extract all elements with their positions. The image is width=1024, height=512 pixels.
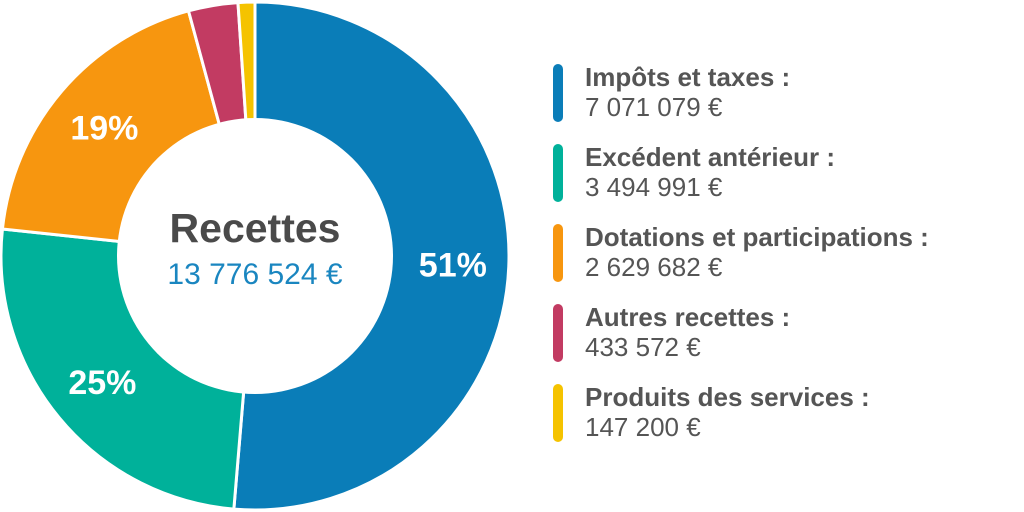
legend-swatch [553,64,563,122]
center-total: 13 776 524 € [167,258,342,291]
legend: Impôts et taxes : 7 071 079 € Excédent a… [553,62,1013,462]
legend-label: Dotations et participations : [585,222,929,252]
donut-hole [117,118,393,394]
legend-item-autres: Autres recettes : 433 572 € [553,302,1013,362]
legend-swatch [553,224,563,282]
percent-label-2: 25% [68,364,136,402]
legend-label: Autres recettes : [585,302,791,332]
donut-chart: Recettes 13 776 524 € 51% 25% 19% [0,0,511,512]
legend-label: Produits des services : [585,382,870,412]
center-title: Recettes [170,205,341,251]
percent-label-3: 19% [70,110,138,148]
legend-swatch [553,384,563,442]
legend-item-impots: Impôts et taxes : 7 071 079 € [553,62,1013,122]
legend-swatch [553,304,563,362]
legend-value: 7 071 079 € [585,92,723,122]
legend-label: Excédent antérieur : [585,142,835,172]
legend-item-produits: Produits des services : 147 200 € [553,382,1013,442]
legend-label: Impôts et taxes : [585,62,791,92]
legend-value: 2 629 682 € [585,252,723,282]
legend-value: 433 572 € [585,332,701,362]
legend-swatch [553,144,563,202]
legend-value: 147 200 € [585,412,701,442]
legend-item-dotations: Dotations et participations : 2 629 682 … [553,222,1013,282]
legend-item-excedent: Excédent antérieur : 3 494 991 € [553,142,1013,202]
percent-labels: 51% 25% 19% [68,110,487,403]
legend-value: 3 494 991 € [585,172,723,202]
percent-label-1: 51% [419,246,487,284]
